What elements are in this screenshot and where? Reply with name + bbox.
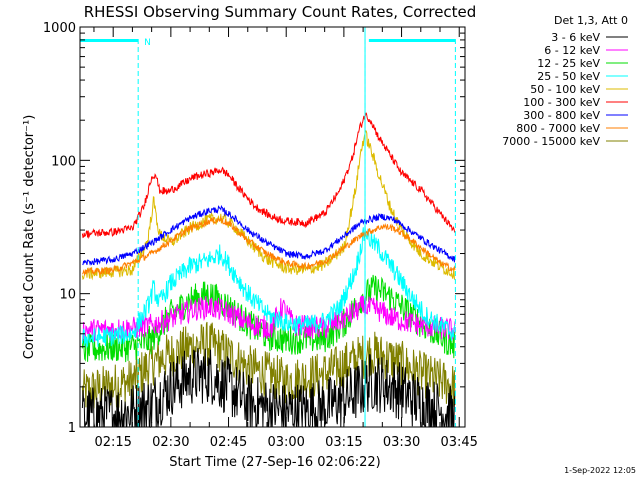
flag-bar [80, 39, 139, 42]
series-line-3-6-kev [81, 347, 456, 429]
x-tick-label: 03:45 [440, 435, 477, 450]
y-tick-label: 1000 [43, 21, 76, 36]
x-tick-label: 02:15 [94, 435, 131, 450]
series-line-800-7000-kev [81, 215, 456, 276]
x-tick-label: 03:00 [267, 435, 304, 450]
legend-label: 3 - 6 keV [551, 31, 600, 44]
x-tick-labels: 02:15 02:30 02:45 03:00 03:15 03:30 03:45 [94, 435, 478, 450]
legend-label: 25 - 50 keV [537, 70, 600, 83]
legend-label: 12 - 25 keV [537, 57, 600, 70]
legend-label: 6 - 12 keV [544, 44, 600, 57]
legend-label: 800 - 7000 keV [516, 122, 600, 135]
legend-label: 300 - 800 keV [523, 109, 600, 122]
legend-label: 50 - 100 keV [530, 83, 600, 96]
plot-area: N [79, 26, 466, 429]
x-tick-label: 03:30 [383, 435, 420, 450]
y-tick-labels: 1 10 100 1000 [43, 21, 76, 436]
series-layer [81, 112, 456, 429]
tick-layer [80, 26, 465, 428]
legend-label: 100 - 300 keV [523, 96, 600, 109]
x-tick-label: 02:30 [152, 435, 189, 450]
flag-bar [368, 39, 456, 42]
y-tick-label: 10 [59, 288, 76, 303]
x-axis-label: Start Time (27-Sep-16 02:06:22) [169, 455, 380, 470]
plot-frame [79, 26, 466, 428]
series-line-7000-15000-kev [81, 321, 456, 409]
y-tick-label: 100 [51, 154, 76, 169]
legend-header: Det 1,3, Att 0 [554, 14, 628, 27]
series-line-100-300-kev [81, 112, 456, 240]
flag-label: N [144, 38, 151, 48]
footer-timestamp: 1-Sep-2022 12:05 [564, 466, 636, 475]
series-line-12-25-kev [81, 274, 456, 363]
y-tick-label: 1 [68, 421, 76, 436]
chart-title: RHESSI Observing Summary Count Rates, Co… [84, 3, 477, 21]
legend-label: 7000 - 15000 keV [502, 135, 600, 148]
series-line-6-12-kev [82, 295, 456, 342]
y-axis-label: Corrected Count Rate (s⁻¹ detector⁻¹) [22, 115, 37, 360]
x-tick-label: 03:15 [325, 435, 362, 450]
annotation-layer: N [80, 27, 456, 427]
series-line-25-50-kev [81, 225, 456, 349]
x-tick-label: 02:45 [210, 435, 247, 450]
series-line-300-800-kev [82, 204, 456, 266]
